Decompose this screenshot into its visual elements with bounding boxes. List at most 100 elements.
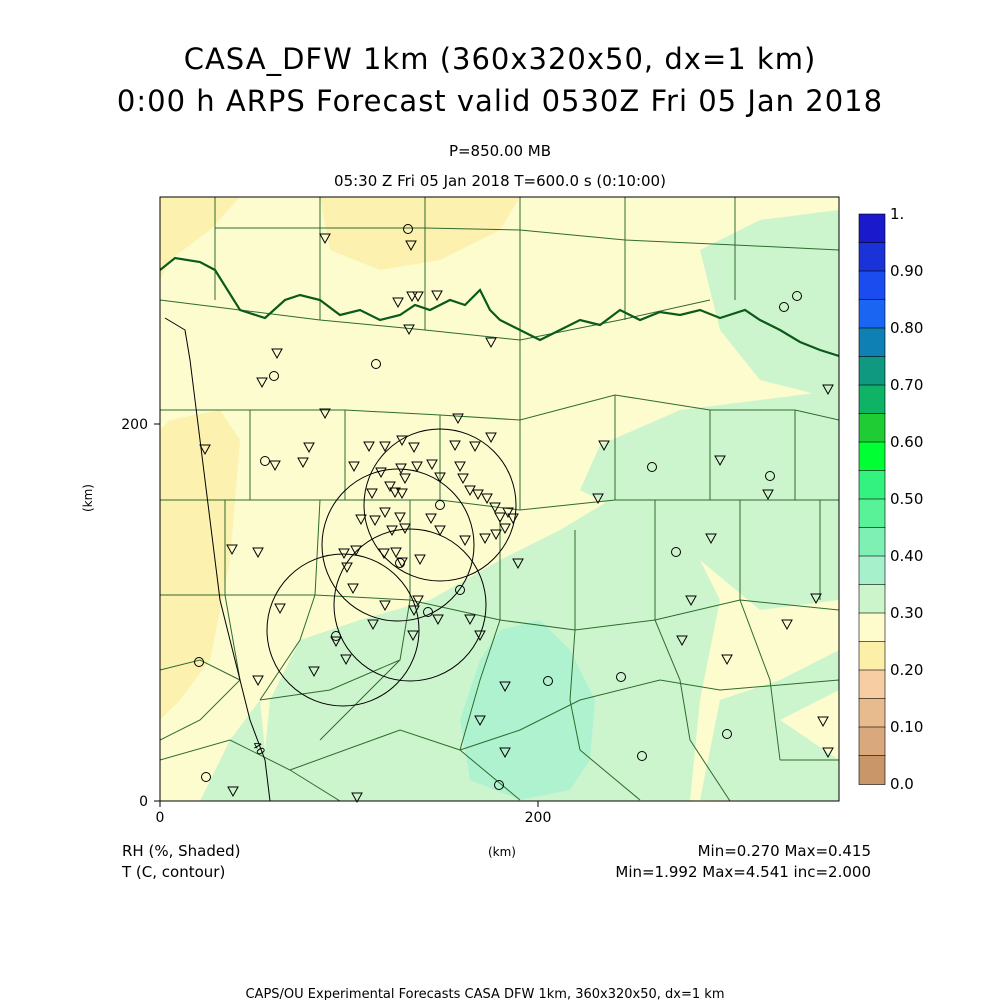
colorbar-swatch (858, 213, 886, 244)
station-triangle-marker (479, 533, 491, 545)
colorbar-swatch (858, 698, 886, 728)
station-triangle-marker (685, 595, 697, 607)
red-river-border (160, 256, 839, 358)
colorbar-swatch (858, 612, 886, 643)
station-triangle-marker (481, 493, 493, 505)
station-triangle-marker (494, 512, 506, 524)
station-triangle-marker (367, 619, 379, 631)
station-triangle-marker (396, 488, 408, 500)
station-triangle-marker (330, 636, 342, 648)
colorbar-swatch (858, 669, 886, 700)
colorbar-swatch (858, 270, 886, 301)
colorbar-label: 0.50 (890, 490, 923, 508)
station-triangle-marker (355, 514, 367, 526)
station-triangle-marker (338, 548, 350, 560)
station-triangle-marker (394, 512, 406, 524)
station-circle-marker (792, 291, 802, 301)
station-triangle-marker (414, 554, 426, 566)
colorbar-swatch (858, 413, 886, 443)
colorbar-swatch (858, 498, 886, 529)
station-triangle-marker (489, 502, 501, 514)
station-triangle-marker (721, 654, 733, 666)
station-triangle-marker (499, 681, 511, 693)
station-triangle-marker (810, 593, 822, 605)
colorbar-swatch (858, 584, 886, 614)
station-triangle-marker (499, 523, 511, 535)
station-triangle-marker (485, 337, 497, 349)
station-triangle-marker (431, 290, 443, 302)
station-triangle-marker (507, 513, 519, 525)
station-triangle-marker (350, 545, 362, 557)
county-lines (160, 197, 839, 801)
station-triangle-marker (395, 463, 407, 475)
colorbar-swatch (858, 755, 886, 785)
station-triangle-marker (449, 440, 461, 452)
station-circle-marker (637, 751, 647, 761)
station-triangle-marker (457, 473, 469, 485)
road-label: 40 (249, 739, 267, 758)
rh-shading (160, 197, 839, 801)
radar-ring (321, 468, 475, 622)
radar-range-rings (266, 428, 517, 707)
radar-ring (266, 553, 420, 707)
station-triangle-marker (341, 562, 353, 574)
station-triangle-marker (378, 548, 390, 560)
station-circle-marker (722, 729, 732, 739)
y-tick-0: 0 (139, 794, 148, 810)
station-triangle-marker (226, 544, 238, 556)
station-circle-marker (331, 631, 341, 641)
colorbar-swatch (858, 726, 886, 757)
station-triangle-marker (375, 467, 387, 479)
station-triangle-marker (781, 619, 793, 631)
station-triangle-marker (412, 291, 424, 303)
station-circle-marker (395, 558, 405, 568)
station-triangle-marker (426, 459, 438, 471)
x-tick-200: 200 (525, 810, 552, 826)
station-triangle-marker (512, 558, 524, 570)
rh-min-max: Min=0.270 Max=0.415 (698, 842, 871, 860)
station-circle-marker (403, 224, 413, 234)
footer-credit: CAPS/OU Experimental Forecasts CASA DFW … (245, 987, 724, 1000)
colorbar-label: 0.60 (890, 433, 923, 451)
station-triangle-marker (714, 455, 726, 467)
station-triangle-marker (227, 786, 239, 798)
station-circle-marker (616, 672, 626, 682)
station-circle-marker (435, 500, 445, 510)
station-triangle-marker (762, 489, 774, 501)
colorbar-swatch (858, 441, 886, 472)
station-circle-marker (671, 547, 681, 557)
station-triangle-marker (434, 525, 446, 537)
station-triangle-marker (366, 488, 378, 500)
station-circle-marker (455, 585, 465, 595)
station-triangle-marker (379, 600, 391, 612)
station-triangle-marker (434, 472, 446, 484)
rh-shade-tan (160, 197, 240, 280)
station-triangle-marker (425, 513, 437, 525)
station-triangle-marker (464, 614, 476, 626)
plot-frame (159, 196, 840, 802)
rh-colorbar: 0.0 0.10 0.20 0.30 0.40 0.50 0.60 0.70 0.80 0.90 1… (858, 205, 923, 793)
station-triangle-marker (303, 442, 315, 454)
station-triangle-marker (199, 444, 211, 456)
radar-ring (363, 428, 517, 582)
station-circle-marker (194, 657, 204, 667)
station-triangle-marker (392, 297, 404, 309)
station-triangle-marker (405, 240, 417, 252)
t-min-max-inc: Min=1.992 Max=4.541 inc=2.000 (615, 863, 871, 881)
station-triangle-marker (469, 441, 481, 453)
title-line-1: CASA_DFW 1km (360x320x50, dx=1 km) (183, 42, 817, 76)
station-triangle-marker (474, 715, 486, 727)
station-triangle-marker (369, 515, 381, 527)
station-triangle-marker (396, 435, 408, 447)
station-triangle-marker (274, 603, 286, 615)
colorbar-label: 1. (890, 205, 904, 223)
colorbar-swatch (858, 242, 886, 272)
x-axis-unit: (km) (488, 845, 516, 859)
radar-ring (333, 528, 487, 682)
rh-shade-mint (460, 620, 595, 800)
station-triangle-marker (502, 507, 514, 519)
station-triangle-marker (390, 547, 402, 559)
y-tick-200: 200 (121, 417, 148, 433)
station-triangle-marker (399, 523, 411, 535)
